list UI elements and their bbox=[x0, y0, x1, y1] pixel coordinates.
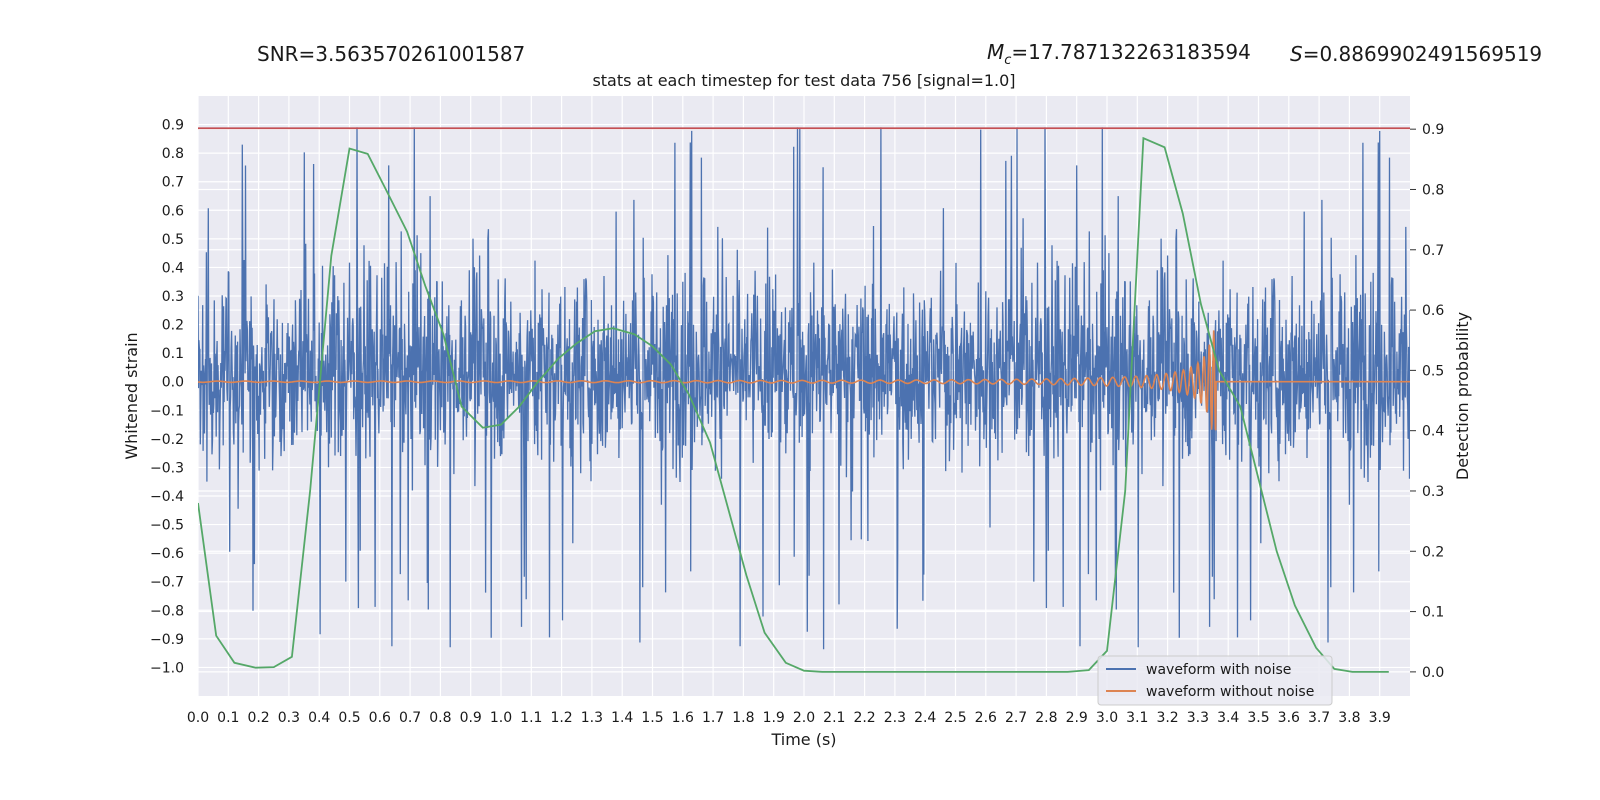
x-tick-label: 1.4 bbox=[611, 710, 633, 726]
spin-readout: S=0.8869902491569519 bbox=[1290, 42, 1542, 66]
x-tick-label: 2.6 bbox=[975, 710, 997, 726]
spin-value: =0.8869902491569519 bbox=[1302, 42, 1543, 66]
x-tick-label: 0.7 bbox=[399, 710, 421, 726]
y-right-tick-label: 0.0 bbox=[1422, 665, 1444, 681]
x-tick-label: 0.3 bbox=[278, 710, 300, 726]
x-tick-label: 3.6 bbox=[1278, 710, 1300, 726]
y-right-tick-label: 0.2 bbox=[1422, 544, 1444, 560]
x-tick-label: 0.4 bbox=[308, 710, 330, 726]
x-tick-label: 3.9 bbox=[1369, 710, 1391, 726]
x-tick-label: 3.4 bbox=[1217, 710, 1239, 726]
y-tick-label: 0.8 bbox=[162, 146, 184, 162]
series-noise-line bbox=[198, 127, 1410, 650]
y-tick-label: 0.2 bbox=[162, 318, 184, 334]
y-right-tick-label: 0.7 bbox=[1422, 243, 1444, 259]
y-tick-label: 0.4 bbox=[162, 260, 184, 276]
x-tick-label: 1.1 bbox=[520, 710, 542, 726]
y-right-tick-label: 0.9 bbox=[1422, 122, 1444, 138]
spin-symbol: S bbox=[1290, 42, 1303, 66]
x-tick-label: 0.8 bbox=[429, 710, 451, 726]
x-tick-label: 2.3 bbox=[884, 710, 906, 726]
y-right-tick-label: 0.6 bbox=[1422, 303, 1444, 319]
y-tick-label: −0.9 bbox=[150, 632, 184, 648]
x-tick-label: 1.6 bbox=[672, 710, 694, 726]
y-tick-label: 0.0 bbox=[162, 375, 184, 391]
x-tick-label: 1.9 bbox=[763, 710, 785, 726]
series-probability bbox=[198, 136, 1389, 673]
y-tick-label: 0.6 bbox=[162, 203, 184, 219]
y-tick-label: 0.7 bbox=[162, 175, 184, 191]
y-right-tick-label: 0.3 bbox=[1422, 484, 1444, 500]
x-tick-label: 0.5 bbox=[338, 710, 360, 726]
x-tick-label: 1.8 bbox=[732, 710, 754, 726]
x-tick-label: 0.9 bbox=[460, 710, 482, 726]
y-tick-label: −0.5 bbox=[150, 518, 184, 534]
x-tick-label: 0.6 bbox=[369, 710, 391, 726]
y-right-tick-label: 0.4 bbox=[1422, 424, 1444, 440]
x-tick-label: 2.4 bbox=[914, 710, 936, 726]
x-tick-label: 1.2 bbox=[550, 710, 572, 726]
y-axis-ticks: 0.9 0.8 0.7 0.6 0.5 0.4 0.3 0.2 0.1 0.0 −0.1 −0.2 −0… bbox=[150, 118, 184, 677]
x-tick-label: 2.8 bbox=[1035, 710, 1057, 726]
y-tick-label: 0.5 bbox=[162, 232, 184, 248]
series-clean-line bbox=[198, 330, 1410, 431]
chirp-mass-symbol: M bbox=[987, 40, 1005, 64]
legend-label-noise: waveform with noise bbox=[1146, 662, 1291, 678]
x-tick-label: 2.1 bbox=[823, 710, 845, 726]
chirp-mass-subscript: c bbox=[1004, 53, 1012, 68]
y-axis-label: Whitened strain bbox=[122, 332, 141, 459]
series-clean bbox=[198, 330, 1410, 431]
x-tick-label: 3.8 bbox=[1338, 710, 1360, 726]
x-tick-label: 3.1 bbox=[1126, 710, 1148, 726]
y-axis-right-label: Detection probability bbox=[1453, 312, 1472, 480]
legend-label-clean: waveform without noise bbox=[1146, 684, 1314, 700]
x-tick-label: 0.2 bbox=[247, 710, 269, 726]
y-tick-label: −0.2 bbox=[150, 432, 184, 448]
legend-box bbox=[1097, 655, 1333, 706]
x-tick-label: 3.5 bbox=[1247, 710, 1269, 726]
x-axis-label: Time (s) bbox=[770, 730, 836, 749]
x-tick-label: 2.0 bbox=[793, 710, 815, 726]
x-tick-label: 3.3 bbox=[1187, 710, 1209, 726]
chirp-mass-value: =17.787132263183594 bbox=[1011, 40, 1251, 64]
y-tick-label: −0.4 bbox=[150, 489, 184, 505]
x-tick-label: 3.0 bbox=[1096, 710, 1118, 726]
y-tick-label: 0.9 bbox=[162, 118, 184, 134]
y-right-tick-label: 0.5 bbox=[1422, 363, 1444, 379]
x-tick-label: 3.2 bbox=[1156, 710, 1178, 726]
y-tick-label: 0.1 bbox=[162, 346, 184, 362]
y-tick-label: −0.6 bbox=[150, 546, 184, 562]
legend: waveform with noise waveform without noi… bbox=[1097, 655, 1333, 706]
y-right-tick-label: 0.8 bbox=[1422, 182, 1444, 198]
x-tick-label: 0.1 bbox=[217, 710, 239, 726]
x-tick-label: 2.2 bbox=[853, 710, 875, 726]
x-tick-label: 1.3 bbox=[581, 710, 603, 726]
x-tick-label: 2.5 bbox=[944, 710, 966, 726]
y-tick-label: −0.1 bbox=[150, 403, 184, 419]
y-tick-label: −0.8 bbox=[150, 603, 184, 619]
x-tick-label: 1.7 bbox=[702, 710, 724, 726]
x-tick-label: 1.5 bbox=[641, 710, 663, 726]
y-tick-label: −0.3 bbox=[150, 460, 184, 476]
x-tick-label: 2.9 bbox=[1066, 710, 1088, 726]
x-tick-label: 2.7 bbox=[1005, 710, 1027, 726]
x-tick-label: 0.0 bbox=[187, 710, 209, 726]
x-tick-label: 1.0 bbox=[490, 710, 512, 726]
y-right-tick-label: 0.1 bbox=[1422, 605, 1444, 621]
series-probability-line bbox=[198, 136, 1389, 673]
series-noise bbox=[198, 127, 1410, 650]
y-tick-label: −0.7 bbox=[150, 575, 184, 591]
snr-text: SNR=3.563570261001587 bbox=[257, 42, 526, 66]
snr-readout: SNR=3.563570261001587 bbox=[257, 42, 525, 66]
x-axis-ticks: 0.0 0.1 0.2 0.3 0.4 0.5 0.6 0.7 0.8 0.9 1.0 1.1 1.2 1… bbox=[187, 710, 1391, 726]
chart-title: stats at each timestep for test data 756… bbox=[592, 71, 1015, 90]
y-tick-label: −1.0 bbox=[150, 660, 184, 676]
y-axis-right-ticks: 0.9 0.8 0.7 0.6 0.5 0.4 0.3 0.2 0.1 0.0 bbox=[1410, 122, 1444, 681]
chirp-mass-readout: Mc=17.787132263183594 bbox=[987, 40, 1251, 68]
y-tick-label: 0.3 bbox=[162, 289, 184, 305]
x-tick-label: 3.7 bbox=[1308, 710, 1330, 726]
